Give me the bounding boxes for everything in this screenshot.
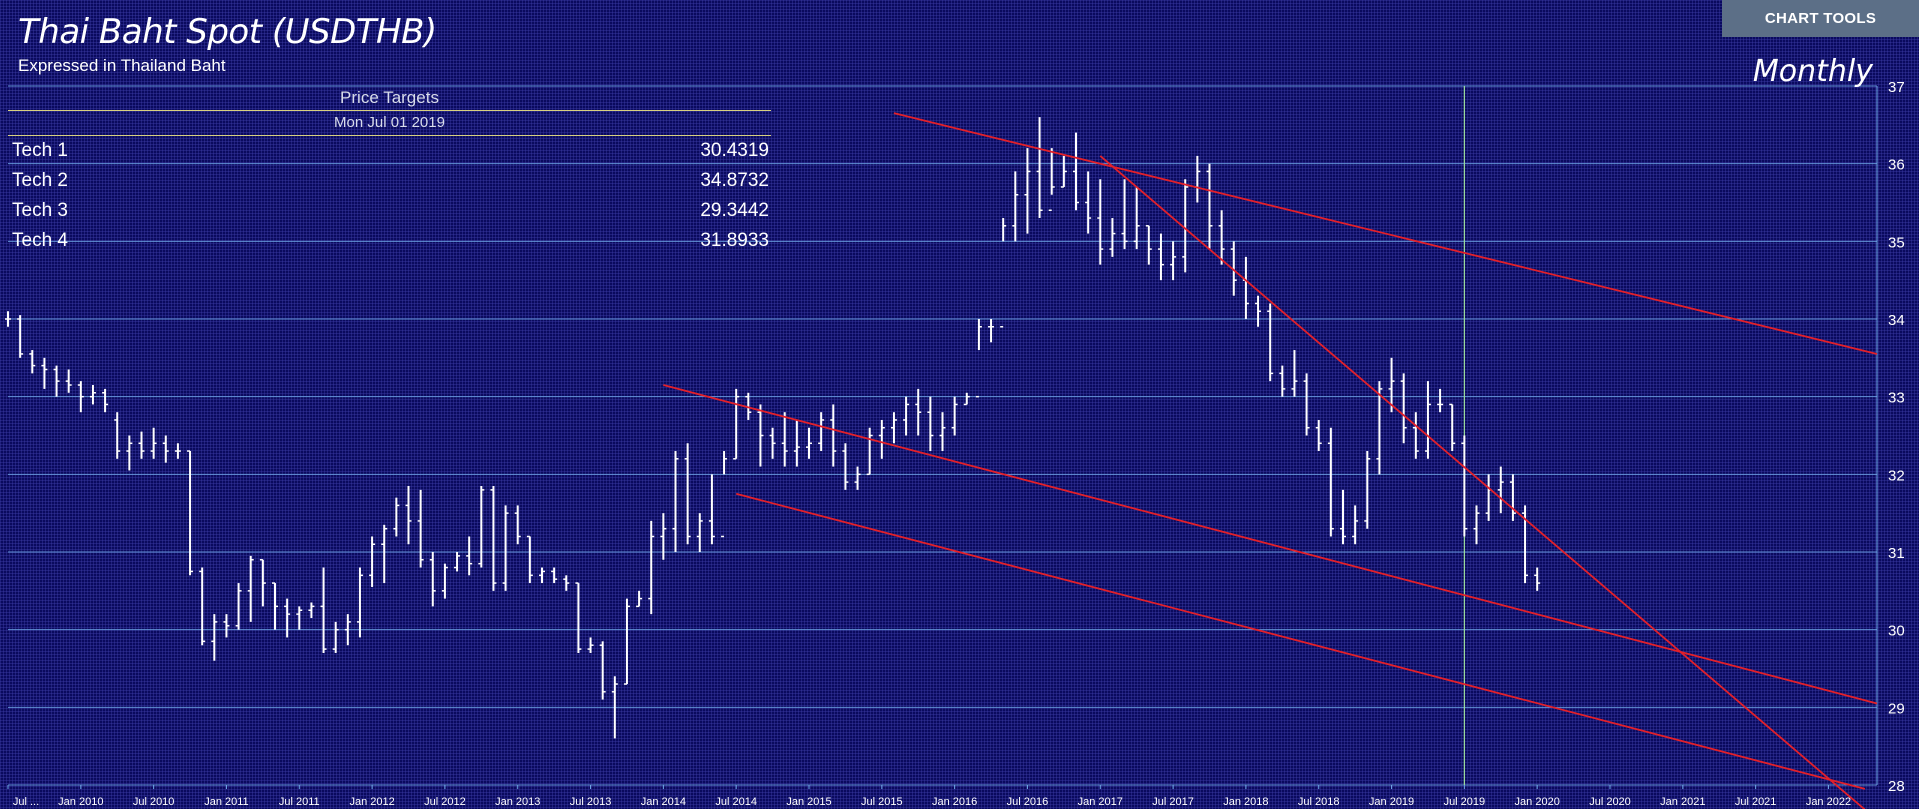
y-tick-label: 29 bbox=[1888, 700, 1905, 717]
target-label: Tech 4 bbox=[12, 230, 68, 251]
target-label: Tech 2 bbox=[12, 170, 68, 191]
x-tick-label: Jan 2012 bbox=[349, 796, 394, 808]
x-tick-label: Jan 2019 bbox=[1369, 796, 1414, 808]
trendline bbox=[1099, 155, 1866, 809]
y-tick-label: 34 bbox=[1888, 312, 1905, 329]
chart-subtitle: Expressed in Thailand Baht bbox=[18, 56, 226, 75]
target-value: 34.8732 bbox=[700, 170, 769, 191]
target-row: Tech 1 30.4319 bbox=[8, 136, 771, 166]
y-tick-label: 35 bbox=[1888, 234, 1905, 251]
x-tick-label: Jul 2020 bbox=[1589, 796, 1631, 808]
x-tick-label: Jul 2016 bbox=[1007, 796, 1049, 808]
y-tick-label: 31 bbox=[1888, 545, 1905, 562]
price-targets-date: Mon Jul 01 2019 bbox=[8, 111, 771, 136]
x-tick-label: Jul 2017 bbox=[1152, 796, 1194, 808]
target-label: Tech 1 bbox=[12, 140, 68, 161]
y-tick-label: 33 bbox=[1888, 390, 1905, 407]
y-tick-label: 28 bbox=[1888, 778, 1905, 795]
chart-title: Thai Baht Spot (USDTHB) bbox=[18, 12, 437, 52]
trendline bbox=[893, 112, 1878, 355]
target-row: Tech 4 31.8933 bbox=[8, 226, 771, 256]
x-tick-label: Jan 2016 bbox=[932, 796, 977, 808]
x-tick-label: Jul 2018 bbox=[1298, 796, 1340, 808]
x-tick-label: Jul 2015 bbox=[861, 796, 903, 808]
y-tick-label: 36 bbox=[1888, 157, 1905, 174]
target-row: Tech 3 29.3442 bbox=[8, 196, 771, 226]
chart-tools-button[interactable]: CHART TOOLS bbox=[1722, 0, 1919, 37]
x-tick-label: Jul 2011 bbox=[279, 796, 320, 808]
x-tick-label: Jan 2015 bbox=[786, 796, 831, 808]
price-targets-table: Price Targets Mon Jul 01 2019 Tech 1 30.… bbox=[8, 86, 771, 256]
target-value: 30.4319 bbox=[700, 140, 769, 161]
x-tick-label: Jul 2014 bbox=[715, 796, 757, 808]
x-tick-label: Jul ... bbox=[13, 796, 39, 808]
x-tick-label: Jan 2010 bbox=[58, 796, 103, 808]
y-tick-label: 32 bbox=[1888, 467, 1905, 484]
period-label: Monthly bbox=[1752, 54, 1873, 89]
x-tick-label: Jul 2012 bbox=[424, 796, 466, 808]
x-tick-label: Jan 2021 bbox=[1660, 796, 1705, 808]
trendline bbox=[663, 384, 1878, 705]
target-row: Tech 2 34.8732 bbox=[8, 166, 771, 196]
x-tick-label: Jul 2021 bbox=[1735, 796, 1777, 808]
x-tick-label: Jan 2013 bbox=[495, 796, 540, 808]
x-tick-label: Jul 2019 bbox=[1444, 796, 1486, 808]
x-tick-label: Jan 2022 bbox=[1806, 796, 1851, 808]
target-value: 31.8933 bbox=[700, 230, 769, 251]
x-tick-label: Jan 2014 bbox=[641, 796, 686, 808]
price-targets-title: Price Targets bbox=[8, 86, 771, 111]
x-tick-label: Jul 2010 bbox=[133, 796, 175, 808]
y-tick-label: 37 bbox=[1888, 79, 1905, 96]
x-tick-label: Jan 2011 bbox=[204, 796, 248, 808]
x-tick-label: Jan 2017 bbox=[1078, 796, 1123, 808]
target-value: 29.3442 bbox=[700, 200, 769, 221]
x-tick-label: Jul 2013 bbox=[570, 796, 612, 808]
target-label: Tech 3 bbox=[12, 200, 68, 221]
x-tick-label: Jan 2018 bbox=[1223, 796, 1268, 808]
y-tick-label: 30 bbox=[1888, 623, 1905, 640]
x-tick-label: Jan 2020 bbox=[1515, 796, 1560, 808]
trendline bbox=[735, 492, 1866, 790]
